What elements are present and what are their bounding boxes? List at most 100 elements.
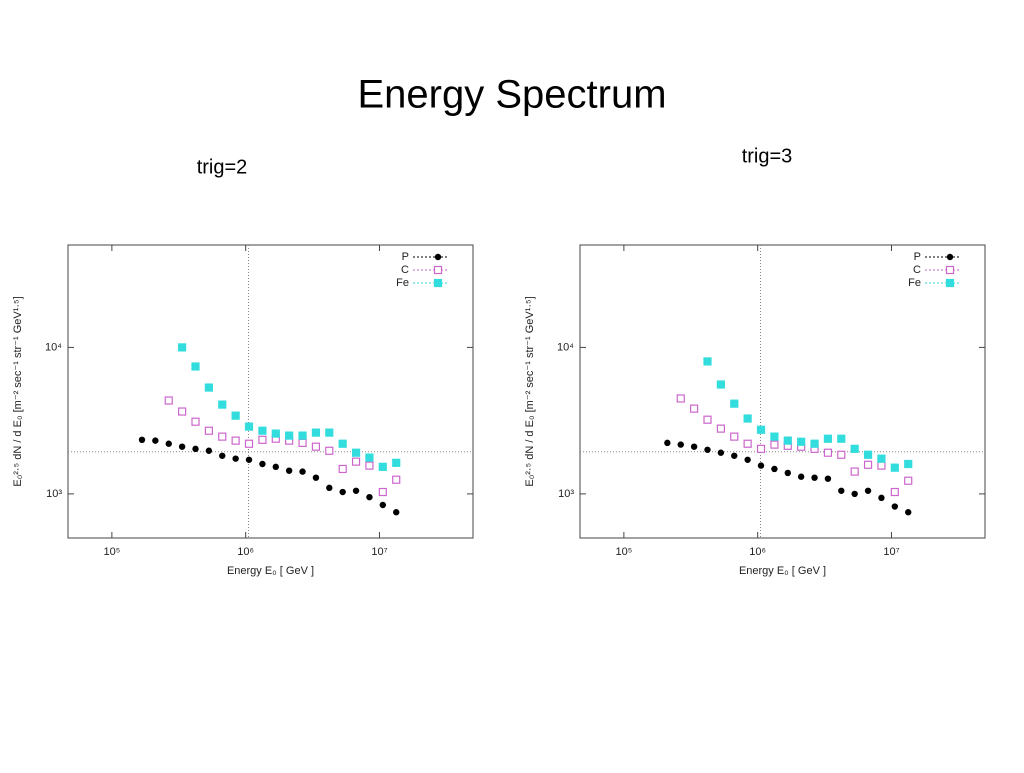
point (877, 461, 886, 470)
point (378, 487, 387, 497)
legend-label: P (402, 251, 409, 263)
point (823, 448, 833, 457)
point (797, 473, 805, 480)
point (837, 450, 846, 459)
point (393, 509, 400, 516)
legend-label: C (913, 264, 921, 276)
point (771, 465, 778, 473)
legend-label: Fe (396, 277, 409, 289)
point (890, 463, 899, 472)
point (218, 400, 227, 409)
point (850, 444, 859, 453)
point (783, 436, 792, 445)
point (191, 362, 200, 371)
point (285, 467, 293, 474)
point (730, 432, 739, 441)
point (863, 450, 873, 459)
point (272, 463, 279, 471)
point (338, 464, 347, 474)
point (178, 343, 187, 352)
point (703, 415, 712, 424)
point (165, 440, 172, 447)
point (743, 414, 752, 423)
point (863, 460, 873, 469)
point (378, 462, 387, 471)
point (756, 425, 766, 434)
point (351, 448, 361, 457)
legend-marker (946, 253, 954, 261)
point (298, 431, 307, 440)
point (366, 493, 373, 501)
legend-marker (945, 265, 955, 275)
point (878, 494, 885, 502)
point (905, 509, 912, 516)
point (744, 456, 751, 463)
point (756, 444, 766, 453)
point (677, 441, 684, 448)
point (339, 488, 346, 496)
slide-title: Energy Spectrum (357, 73, 666, 117)
point (192, 445, 199, 453)
plot-frame (67, 244, 474, 539)
chart-title: trig=3 (742, 145, 793, 167)
point (716, 424, 725, 433)
point (285, 431, 294, 440)
point (717, 449, 725, 456)
legend-marker (945, 278, 955, 288)
point (770, 432, 779, 441)
point (138, 436, 146, 444)
point (890, 487, 899, 497)
point (204, 383, 213, 392)
point (298, 438, 307, 447)
y-tick-label: 10⁴ (45, 341, 62, 353)
point (204, 426, 213, 435)
point (891, 503, 899, 510)
point (218, 432, 227, 441)
y-tick-label: 10³ (46, 488, 62, 500)
point (258, 426, 267, 435)
point (365, 461, 374, 470)
point (299, 468, 306, 475)
point (325, 446, 334, 455)
point (191, 417, 200, 426)
legend-marker (433, 278, 443, 288)
x-tick-label: 10⁶ (237, 546, 254, 558)
point (823, 434, 833, 443)
point (178, 407, 187, 416)
y-tick-label: 10³ (558, 488, 574, 500)
point (797, 437, 806, 446)
point (244, 422, 254, 431)
point (743, 439, 752, 448)
point (312, 474, 320, 481)
point (664, 439, 671, 447)
x-axis-label: Energy E₀ [ GeV ] (739, 565, 826, 577)
point (245, 456, 253, 463)
x-tick-label: 10⁶ (749, 546, 766, 558)
x-axis-label: Energy E₀ [ GeV ] (227, 565, 314, 577)
point (311, 428, 321, 437)
point (676, 394, 685, 403)
legend-marker (434, 253, 442, 261)
x-tick-label: 10⁷ (371, 546, 387, 558)
point (205, 447, 213, 454)
y-axis-label: E₀²·⁵ dN / d E₀ [m⁻² sec⁻¹ str⁻¹ GeV¹·⁵] (524, 296, 536, 486)
point (850, 467, 859, 476)
point (178, 443, 186, 450)
x-tick-label: 10⁵ (103, 546, 120, 558)
point (810, 439, 819, 448)
point (231, 411, 240, 420)
point (326, 484, 333, 492)
x-tick-label: 10⁷ (883, 546, 899, 558)
point (352, 487, 360, 494)
point (690, 443, 698, 450)
y-tick-label: 10⁴ (557, 341, 574, 353)
point (703, 357, 712, 366)
chart-title: trig=2 (197, 156, 248, 178)
point (757, 462, 765, 469)
point (311, 442, 321, 451)
legend-label: C (401, 264, 409, 276)
point (379, 501, 387, 509)
point (152, 437, 159, 444)
point (704, 446, 711, 453)
